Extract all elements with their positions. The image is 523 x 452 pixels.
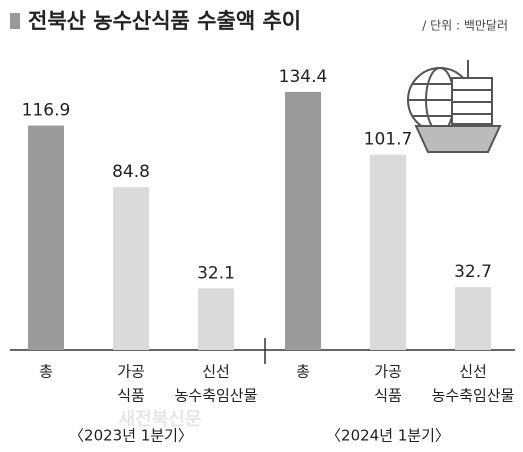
value-label: 134.4 (279, 67, 328, 87)
bar (198, 288, 234, 350)
bar (28, 125, 64, 350)
value-label: 32.7 (454, 262, 492, 282)
category-label: 신선 (202, 363, 230, 381)
value-label: 84.8 (112, 162, 150, 182)
bar (455, 287, 491, 350)
category-label: 총 (39, 363, 53, 381)
chart-title: 전북산 농수산식품 수출액 추이 (28, 9, 301, 33)
value-label: 116.9 (22, 101, 71, 121)
category-label: 총 (296, 363, 310, 381)
value-label: 101.7 (364, 130, 413, 150)
bar (113, 187, 149, 350)
group-label: 〈2024년 1분기〉 (326, 427, 450, 445)
category-label: 식품 (117, 387, 145, 405)
value-label: 32.1 (197, 263, 235, 283)
category-label: 농수축임산물 (175, 387, 258, 405)
bar (370, 154, 406, 350)
category-label: 가공 (117, 363, 145, 381)
bar (285, 91, 321, 351)
title-bullet (10, 13, 20, 29)
category-label: 가공 (374, 363, 402, 381)
group-label: 〈2023년 1분기〉 (69, 427, 193, 445)
category-label: 신선 (459, 363, 487, 381)
globe-ship-icon (407, 60, 502, 153)
watermark: 새전북신문 (119, 409, 202, 430)
category-label: 식품 (374, 387, 402, 405)
category-label: 농수축임산물 (432, 387, 515, 405)
unit-label: / 단위 : 백만달러 (422, 19, 508, 33)
